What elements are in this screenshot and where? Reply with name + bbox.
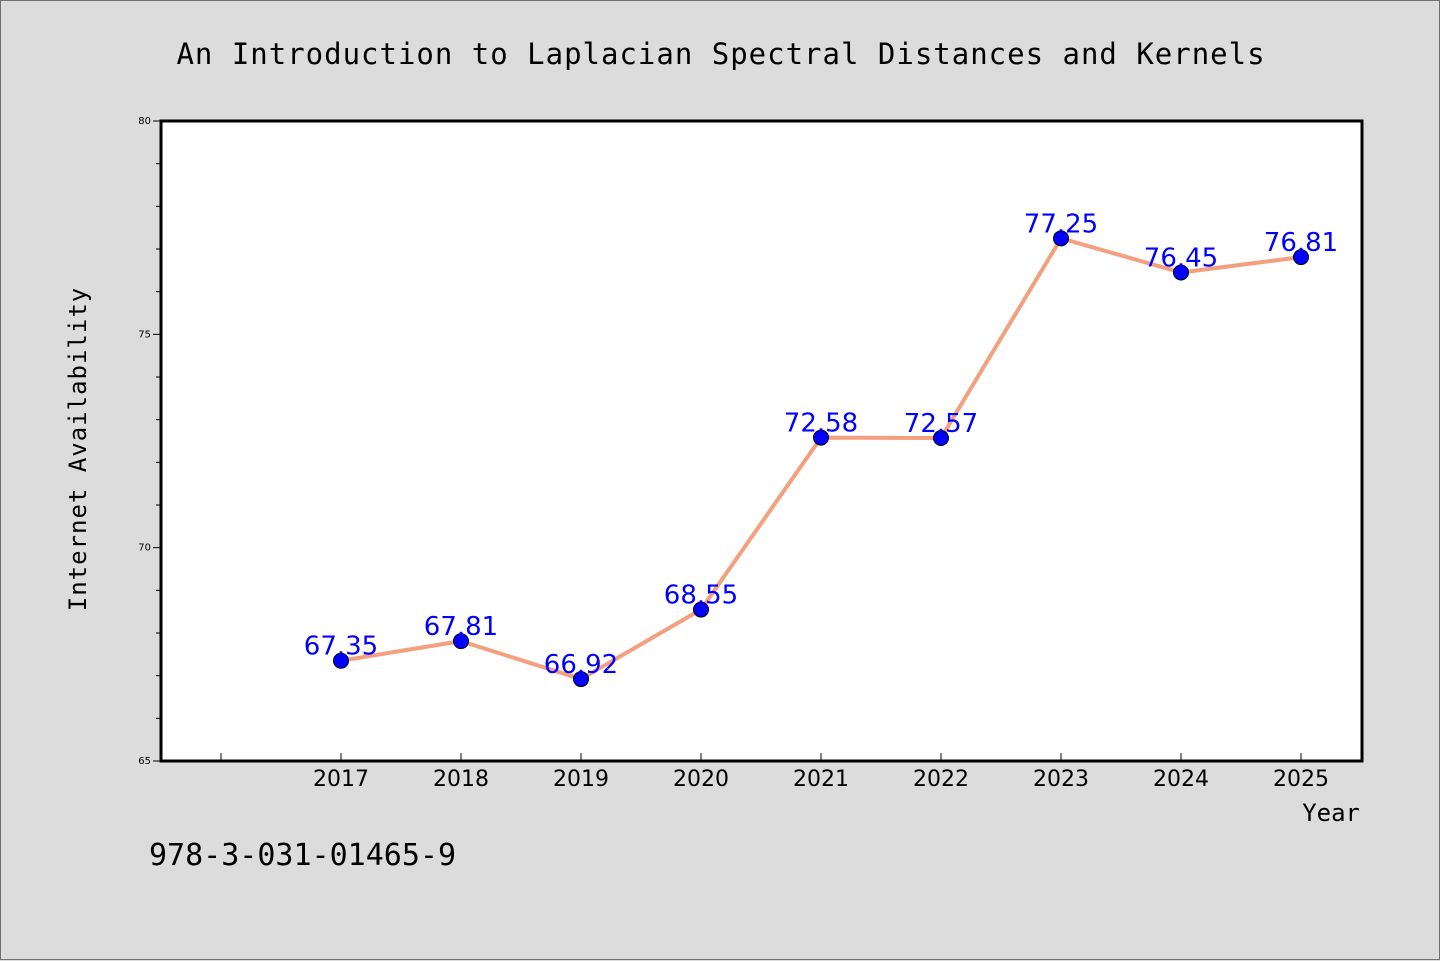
data-label: 66.92 <box>544 650 618 680</box>
y-tick-label: 80 <box>138 116 151 127</box>
y-tick-label: 75 <box>138 329 151 340</box>
y-tick-label: 65 <box>138 756 151 767</box>
data-point <box>573 671 589 688</box>
data-point <box>453 633 469 650</box>
data-label: 67.35 <box>304 632 378 662</box>
x-tick-label: 2023 <box>1033 767 1089 792</box>
chart-title: An Introduction to Laplacian Spectral Di… <box>176 37 1265 71</box>
x-tick-label: 2021 <box>793 767 849 792</box>
isbn-annotation: 978-3-031-01465-9 <box>149 838 456 873</box>
x-tick-label: 2024 <box>1153 767 1209 792</box>
plot-area <box>159 119 1364 763</box>
data-point <box>813 429 829 446</box>
x-tick-label: 2019 <box>553 767 609 792</box>
x-axis: 2017 2018 2019 2020 2021 2022 2023 2024 2025 <box>220 753 1329 792</box>
data-label: 67.81 <box>424 612 498 642</box>
data-label: 76.81 <box>1264 228 1338 258</box>
data-point <box>1053 230 1069 247</box>
series-markers <box>333 230 1309 688</box>
x-axis-label: Year <box>1302 799 1360 827</box>
data-labels: 67.35 67.81 66.92 68.55 72.58 72.57 77.25 76.45… <box>304 209 1338 680</box>
y-axis-label: Internet Availability <box>64 287 92 611</box>
data-point <box>333 652 349 669</box>
data-label: 76.45 <box>1144 243 1218 273</box>
x-tick-label: 2018 <box>433 767 489 792</box>
x-tick-label: 2025 <box>1273 767 1329 792</box>
data-point <box>1173 264 1189 281</box>
data-point <box>933 430 949 447</box>
data-label: 72.57 <box>904 409 978 439</box>
data-point <box>1293 249 1309 266</box>
data-label: 68.55 <box>664 581 738 611</box>
x-tick-label: 2017 <box>313 767 369 792</box>
data-point <box>693 601 709 618</box>
y-axis: 65 70 75 80 <box>138 116 161 767</box>
y-tick-label: 70 <box>138 543 151 554</box>
x-tick-label: 2020 <box>673 767 729 792</box>
data-label: 77.25 <box>1024 209 1098 239</box>
data-label: 72.58 <box>784 409 858 439</box>
x-tick-label: 2022 <box>913 767 969 792</box>
